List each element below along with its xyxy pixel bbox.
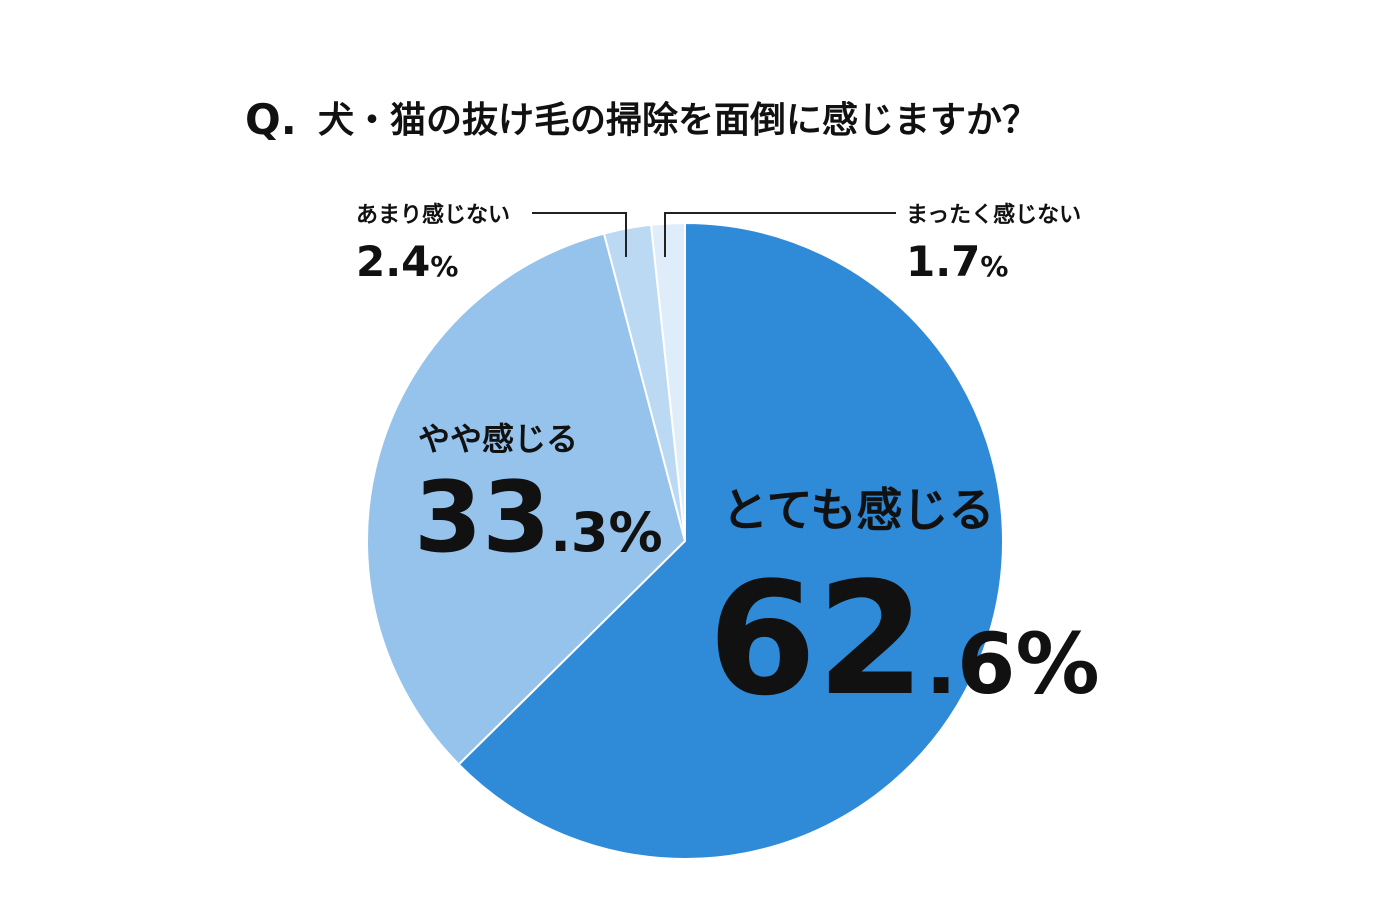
slice-label-1-name: とても感じる (722, 483, 994, 537)
slice-label-3-value: 2.4% (356, 237, 458, 286)
pie-slices (366, 221, 1004, 860)
slice-3-value-unit: % (430, 250, 458, 283)
pie-slice-1 (457, 221, 1004, 860)
slice-label-4-name: まったく感じない (906, 202, 1081, 228)
slice-2-value-dec: .3 (550, 501, 608, 564)
slice-1-value-int: 62 (708, 548, 925, 730)
slice-label-2: やや感じる 33.3% (414, 420, 663, 575)
slice-label-4-value: 1.7% (906, 237, 1008, 286)
title-text: 犬・猫の抜け毛の掃除を面倒に感じますか？ (318, 100, 1038, 141)
leader-line-slice-4 (664, 212, 896, 257)
slice-label-3: あまり感じない 2.4% (356, 202, 510, 286)
slice-2-value-unit: % (608, 501, 662, 564)
slice-2-value-int: 33 (414, 461, 550, 575)
slice-3-value-int: 2.4 (356, 237, 430, 286)
slice-4-value-unit: % (980, 250, 1008, 283)
title-prefix: Q. (245, 95, 297, 144)
slice-1-value-dec: .6 (925, 615, 1015, 713)
slice-label-3-name: あまり感じない (356, 202, 510, 228)
slice-label-4: まったく感じない 1.7% (906, 202, 1081, 286)
slice-label-2-value: 33.3% (414, 461, 663, 575)
pie-slice-2 (366, 232, 687, 766)
slice-label-2-name: やや感じる (418, 420, 578, 458)
slice-4-value-int: 1.7 (906, 237, 980, 286)
slice-label-1: とても感じる 62.6% (708, 483, 1100, 730)
pie-slice-4 (649, 221, 686, 542)
chart-title: Q. 犬・猫の抜け毛の掃除を面倒に感じますか？ (245, 95, 1038, 144)
slice-label-1-value: 62.6% (708, 548, 1100, 730)
slice-1-value-unit: % (1015, 615, 1099, 713)
leader-line-slice-3 (532, 212, 627, 257)
